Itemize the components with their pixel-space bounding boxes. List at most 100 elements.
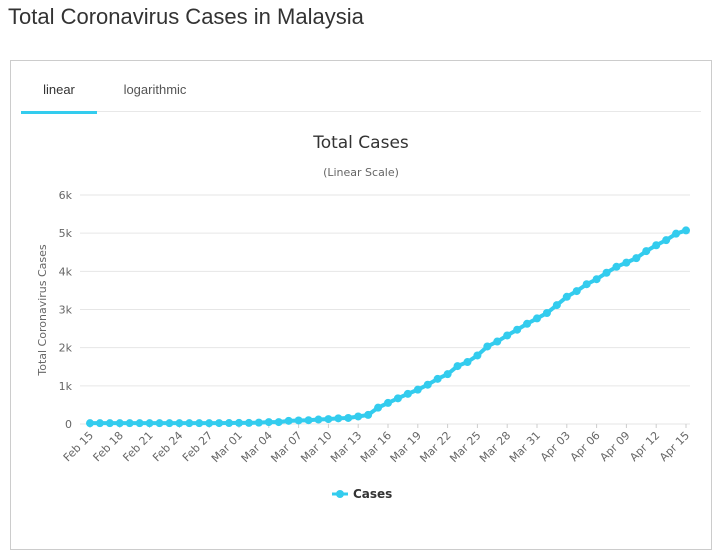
data-point[interactable]	[284, 416, 293, 425]
x-tick-label: Mar 01	[209, 429, 245, 465]
legend[interactable]: Cases	[332, 487, 392, 501]
data-point[interactable]	[354, 412, 363, 421]
data-point[interactable]	[632, 254, 641, 263]
data-point[interactable]	[304, 416, 313, 425]
y-tick-label: 6k	[59, 189, 73, 202]
data-point[interactable]	[403, 389, 412, 398]
data-point[interactable]	[294, 416, 303, 425]
data-point[interactable]	[393, 394, 402, 403]
data-point[interactable]	[215, 419, 224, 428]
data-point[interactable]	[493, 337, 502, 346]
data-point[interactable]	[135, 419, 144, 428]
data-point[interactable]	[652, 241, 661, 250]
x-tick-label: Mar 16	[358, 429, 394, 465]
data-point[interactable]	[483, 342, 492, 351]
data-point[interactable]	[642, 247, 651, 256]
x-tick-label: Mar 22	[417, 429, 453, 465]
data-point[interactable]	[125, 419, 134, 428]
data-point[interactable]	[413, 385, 422, 394]
series-cases	[86, 226, 690, 428]
data-point[interactable]	[572, 287, 581, 296]
data-point[interactable]	[344, 413, 353, 422]
data-point[interactable]	[473, 351, 482, 360]
data-point[interactable]	[672, 229, 681, 238]
x-tick-label: Feb 21	[120, 429, 155, 464]
data-point[interactable]	[86, 419, 94, 428]
data-point[interactable]	[225, 419, 234, 428]
x-tick-label: Mar 31	[507, 429, 543, 465]
y-tick-label: 2k	[59, 342, 73, 355]
legend-marker-cases	[336, 490, 344, 498]
data-point[interactable]	[374, 403, 383, 412]
data-point[interactable]	[443, 370, 452, 379]
x-tick-label: Feb 15	[61, 429, 96, 464]
data-point[interactable]	[602, 268, 611, 277]
data-point[interactable]	[423, 380, 432, 389]
y-tick-label: 0	[65, 418, 72, 431]
data-point[interactable]	[463, 358, 472, 367]
x-tick-label: Apr 15	[657, 429, 692, 464]
data-point[interactable]	[552, 301, 561, 310]
x-tick-label: Mar 10	[298, 429, 334, 465]
y-axis-ticks: 0 1k 2k 3k 4k 5k 6k	[59, 189, 73, 431]
data-point[interactable]	[542, 309, 551, 318]
series-line-cases	[90, 228, 687, 426]
x-tick-label: Feb 18	[91, 429, 126, 464]
data-point[interactable]	[254, 418, 263, 427]
data-point[interactable]	[582, 280, 591, 289]
data-point[interactable]	[334, 414, 343, 423]
data-point[interactable]	[105, 419, 114, 428]
scale-tabs: linear logarithmic	[21, 71, 701, 114]
data-point[interactable]	[523, 319, 532, 328]
data-point[interactable]	[175, 419, 184, 428]
data-point[interactable]	[503, 331, 512, 340]
page-title: Total Coronavirus Cases in Malaysia	[8, 4, 364, 29]
data-point[interactable]	[274, 418, 283, 427]
data-point[interactable]	[115, 419, 124, 428]
data-point[interactable]	[264, 418, 273, 427]
data-point[interactable]	[384, 398, 392, 407]
y-tick-label: 1k	[59, 380, 73, 393]
data-point[interactable]	[95, 419, 104, 428]
chart-panel: linear logarithmic	[10, 60, 712, 550]
x-tick-label: Feb 27	[180, 429, 215, 464]
x-tick-label: Feb 24	[150, 429, 185, 464]
chart-subtitle: (Linear Scale)	[323, 166, 399, 179]
x-tick-label: Apr 03	[538, 429, 573, 464]
data-point[interactable]	[682, 226, 690, 235]
tab-linear[interactable]: linear	[21, 71, 97, 114]
data-point[interactable]	[165, 419, 174, 428]
y-axis-title: Total Coronavirus Cases	[36, 244, 49, 377]
y-tick-label: 4k	[59, 265, 73, 278]
data-point[interactable]	[244, 418, 253, 427]
data-point[interactable]	[662, 236, 671, 245]
x-tick-label: Mar 28	[477, 429, 513, 465]
x-tick-label: Apr 12	[627, 429, 662, 464]
chart-title: Total Cases	[312, 133, 409, 153]
data-point[interactable]	[195, 419, 204, 428]
data-point[interactable]	[533, 314, 541, 323]
x-tick-label: Apr 06	[568, 429, 603, 464]
data-point[interactable]	[453, 362, 462, 371]
data-point[interactable]	[314, 415, 323, 424]
data-point[interactable]	[513, 325, 522, 334]
data-point[interactable]	[562, 292, 571, 301]
data-point[interactable]	[433, 374, 442, 383]
data-point[interactable]	[324, 415, 333, 424]
y-tick-label: 5k	[59, 227, 73, 240]
data-point[interactable]	[235, 418, 243, 427]
tab-logarithmic[interactable]: logarithmic	[123, 82, 187, 97]
y-tick-label: 3k	[59, 304, 73, 317]
data-point[interactable]	[612, 262, 621, 271]
data-point[interactable]	[205, 419, 214, 428]
data-point[interactable]	[622, 258, 631, 267]
x-tick-label: Mar 25	[447, 429, 483, 465]
data-point[interactable]	[364, 410, 373, 419]
data-point[interactable]	[155, 419, 164, 428]
data-point[interactable]	[145, 419, 154, 428]
data-point[interactable]	[592, 275, 601, 284]
data-point[interactable]	[185, 419, 194, 428]
x-tick-label: Mar 19	[388, 429, 424, 465]
